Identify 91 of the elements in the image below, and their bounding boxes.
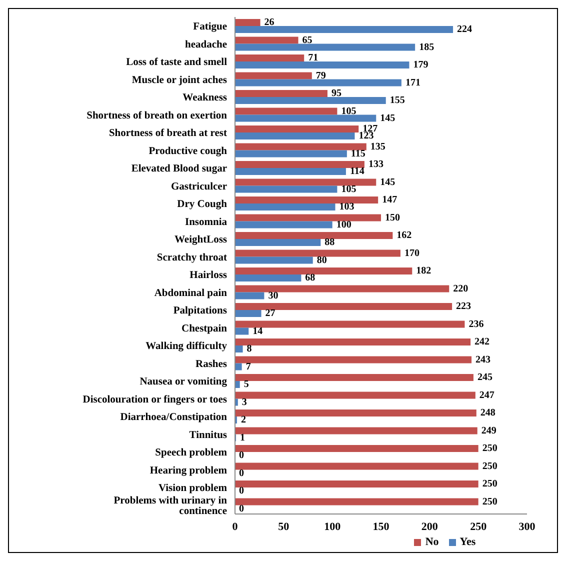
data-label: 236 [468, 318, 484, 330]
data-label: 250 [482, 443, 498, 454]
data-label: 242 [474, 336, 490, 348]
data-label: 105 [341, 184, 356, 195]
data-label: 26 [264, 17, 274, 28]
data-label: 248 [480, 408, 496, 418]
y-tick-label: WeightLoss [174, 234, 227, 246]
data-label: 145 [380, 176, 396, 188]
data-label: 95 [331, 88, 342, 99]
data-label: 250 [482, 460, 498, 472]
data-label: 249 [481, 425, 496, 436]
data-label: 224 [457, 24, 472, 35]
x-tick-label: 200 [421, 520, 438, 533]
data-label: 147 [382, 194, 398, 206]
y-tick-label: headache [185, 39, 228, 50]
y-tick-label: Abdominal pain [154, 288, 228, 299]
data-label: 115 [350, 148, 366, 160]
data-label: 5 [244, 379, 249, 390]
y-tick-label: Insomnia [184, 216, 228, 228]
x-tick-label: 300 [518, 520, 536, 533]
data-label: 65 [302, 34, 312, 46]
data-label: 8 [246, 344, 252, 354]
x-tick-label: 0 [232, 520, 238, 533]
data-label: 14 [252, 326, 263, 337]
data-label: 179 [413, 60, 428, 70]
legend-label: Yes [460, 536, 476, 548]
data-label: 105 [341, 106, 356, 117]
data-label: 79 [316, 70, 326, 82]
data-label: 7 [246, 361, 251, 372]
y-tick-label: Hearing problem [150, 465, 228, 476]
y-tick-label: Problems with urinary in continence [114, 496, 228, 518]
data-label: 68 [305, 272, 316, 284]
data-label: 243 [476, 354, 491, 366]
y-tick-label: Scratchy throat [156, 252, 228, 264]
y-tick-label: Fatigue [193, 22, 228, 33]
data-label: 88 [324, 237, 335, 248]
data-label: 250 [482, 496, 498, 508]
y-tick-label: Speech problem [155, 448, 228, 459]
y-tick-label: Palpitations [173, 306, 227, 317]
data-label: 0 [239, 486, 244, 496]
data-label: 100 [336, 219, 352, 230]
y-tick-label: Productive cough [148, 146, 228, 157]
y-tick-label: Muscle or joint aches [132, 74, 227, 86]
y-tick-label: Tinnitus [189, 430, 227, 441]
y-tick-label: Diarrhoea/Constipation [120, 412, 228, 424]
y-tick-label: Rashes [195, 358, 227, 370]
data-label: 185 [419, 42, 434, 53]
y-tick-label: Weakness [182, 92, 227, 104]
data-label: 80 [316, 254, 327, 266]
data-label: 223 [456, 301, 472, 312]
data-label: 171 [405, 77, 420, 88]
data-label: 0 [239, 503, 244, 514]
y-tick-label: Dry Cough [177, 199, 228, 210]
x-tick-label: 50 [278, 520, 290, 533]
y-tick-label: Nausea or vomiting [140, 376, 228, 388]
y-tick-label: Discolouration or fingers or toes [82, 394, 227, 406]
y-tick-label: Chestpain [181, 323, 228, 334]
x-tick-label: 150 [372, 520, 390, 533]
x-tick-label: 250 [470, 520, 488, 533]
y-tick-label: Shortness of breath at rest [108, 128, 228, 140]
data-label: 182 [416, 266, 432, 276]
data-label: 1 [240, 432, 245, 444]
data-label: 27 [265, 308, 276, 319]
data-label: 0 [239, 450, 244, 461]
x-tick-label: 100 [324, 520, 342, 533]
y-tick-label: Gastriculcer [171, 181, 228, 192]
data-label: 0 [239, 468, 244, 479]
data-label: 247 [479, 390, 494, 401]
data-label: 170 [404, 248, 420, 259]
data-label: 114 [350, 166, 364, 177]
y-tick-label: Shortness of breath on exertion [86, 110, 228, 122]
data-label: 145 [380, 112, 396, 124]
data-label: 30 [268, 290, 278, 302]
data-label: 103 [339, 202, 354, 212]
data-label: 2 [240, 414, 246, 426]
data-label: 220 [453, 283, 468, 294]
data-label: 250 [482, 478, 498, 490]
data-label: 133 [368, 159, 384, 170]
data-label: 3 [242, 396, 247, 408]
legend-label: No [425, 536, 439, 548]
data-label: 245 [477, 372, 492, 383]
data-label: 135 [370, 141, 386, 152]
y-tick-label: Walking difficulty [146, 341, 228, 352]
y-tick-label: Hairloss [190, 270, 227, 282]
data-label: 71 [308, 52, 318, 64]
y-tick-label: Vision problem [158, 483, 228, 494]
data-label: 162 [396, 230, 412, 241]
data-label: 150 [385, 212, 400, 224]
data-label: 155 [390, 95, 405, 106]
y-tick-label: Loss of taste and smell [126, 57, 228, 68]
y-tick-label: Elevated Blood sugar [131, 164, 228, 175]
